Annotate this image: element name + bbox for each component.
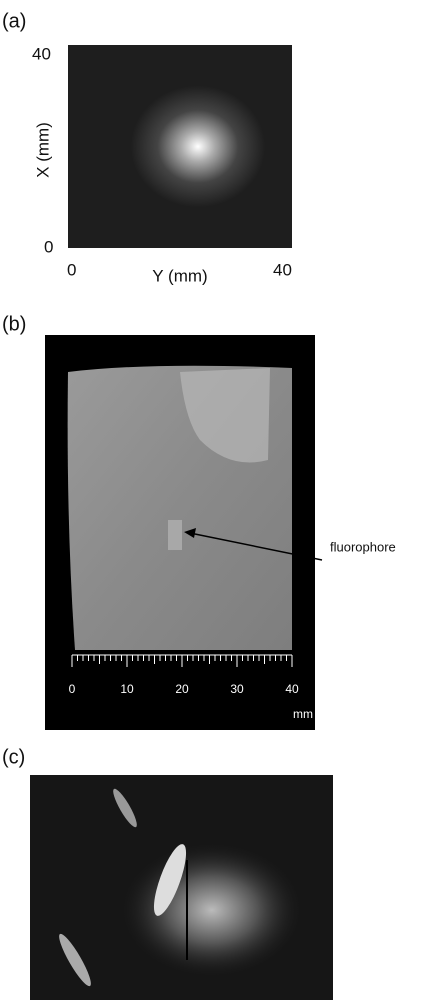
scale-label: 30 <box>230 682 244 696</box>
fluorescence-spot <box>68 45 292 248</box>
scale-unit: mm <box>293 707 313 721</box>
panel-label: (c) <box>2 746 25 768</box>
tick-label: 40 <box>273 260 292 279</box>
panel-label: (a) <box>2 10 26 32</box>
fluorophore-spot <box>168 520 182 550</box>
axis-title: Y (mm) <box>152 266 207 285</box>
panel-label: (b) <box>2 313 26 335</box>
scale-label: 40 <box>285 682 299 696</box>
tick-label: 40 <box>32 44 51 63</box>
figure: (a) 40 0 X (mm) 0 Y (mm) 40 (b) fluoroph… <box>0 0 427 1000</box>
tick-label: 0 <box>67 260 76 279</box>
scale-label: 0 <box>69 682 76 696</box>
axis-title: X (mm) <box>33 122 52 178</box>
annotation: fluorophore <box>330 539 396 554</box>
scale-label: 10 <box>120 682 134 696</box>
scale-label: 20 <box>175 682 189 696</box>
tick-label: 0 <box>44 237 53 256</box>
